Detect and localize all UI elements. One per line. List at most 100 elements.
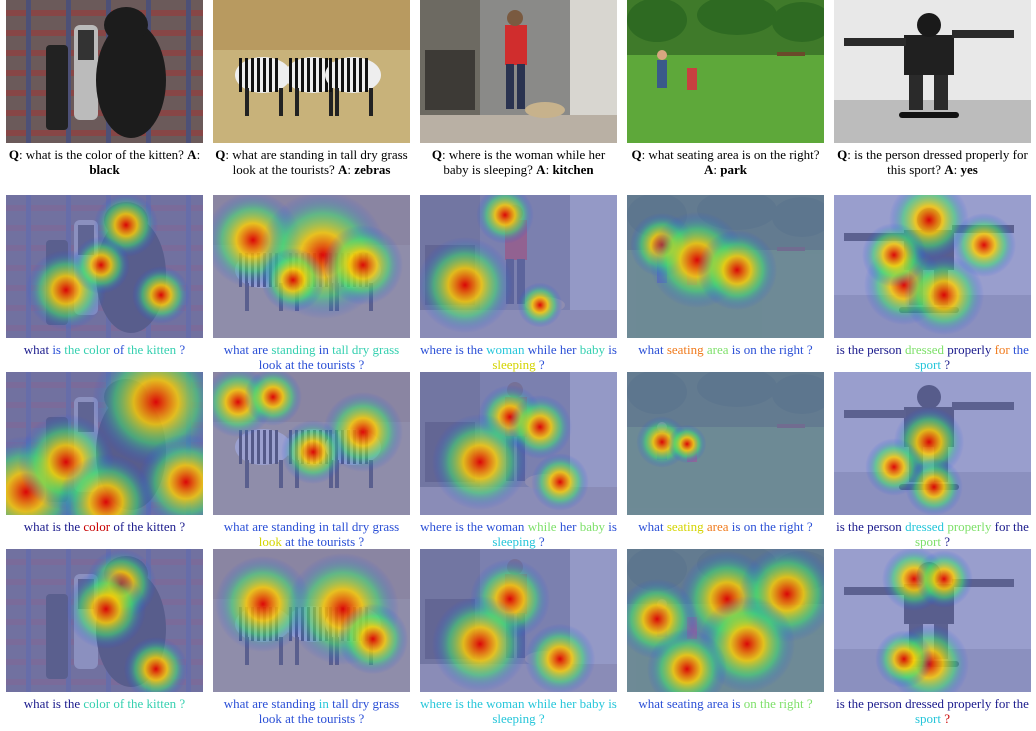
q-label: Q (215, 147, 226, 162)
caption-token: the kitten (127, 342, 177, 357)
answer-text: park (720, 162, 747, 177)
attention-map (213, 372, 410, 515)
caption-token: tall dry (332, 696, 370, 711)
original-image (834, 0, 1031, 143)
attention-blob (865, 438, 923, 496)
answer-sep: : (347, 162, 355, 177)
attention-caption: what seating area is on the right ? (627, 696, 824, 711)
caption-token: what (638, 519, 667, 534)
caption-token: of (110, 342, 128, 357)
woman-in-kitchen-image (420, 0, 617, 143)
question-caption: Q: where is the woman while her baby is … (420, 147, 617, 177)
original-image (627, 0, 824, 143)
question-caption: Q: what is the color of the kitten? A: b… (6, 147, 203, 177)
q-label: Q (631, 147, 642, 162)
attention-blob (215, 556, 311, 652)
attention-blob (915, 550, 973, 608)
a-label: A (944, 162, 954, 177)
answer-sep: : (953, 162, 961, 177)
attention-blob (862, 223, 926, 287)
original-image (213, 0, 410, 143)
caption-token: is (604, 519, 617, 534)
answer-sep: : (545, 162, 553, 177)
question-cell: Q: where is the woman while her baby is … (420, 0, 617, 177)
a-label: A (536, 162, 546, 177)
answer-sep: : (713, 162, 721, 177)
attention-blob (244, 372, 302, 426)
caption-token: ? (535, 357, 545, 372)
caption-token: ? (940, 534, 951, 549)
attention-blob (531, 453, 589, 511)
attention-caption: what is the color of the kitten ? (6, 519, 203, 534)
attention-cell: where is the woman while her baby is sle… (420, 372, 617, 549)
caption-token: dressed (905, 342, 945, 357)
a-label: A (187, 147, 197, 162)
attention-caption: is the person dressed properly for the s… (834, 519, 1031, 549)
caption-token: where is the (420, 342, 487, 357)
attention-map (6, 195, 203, 338)
attention-map (834, 372, 1031, 515)
attention-blob (952, 213, 1016, 277)
attention-blob (281, 420, 345, 484)
attention-blob (697, 230, 777, 310)
caption-token: seating (666, 519, 704, 534)
attention-cell: what are standing in tall dry grass look… (213, 549, 410, 726)
caption-token: where is the woman while her baby is sle… (420, 696, 617, 726)
question-cell: Q: is the person dressed properly for th… (834, 0, 1031, 177)
attention-blob (337, 603, 409, 675)
attention-cell: is the person dressed properly for the s… (834, 549, 1031, 726)
attention-blob (261, 248, 325, 312)
caption-token: sport (914, 357, 941, 372)
caption-token: what (23, 342, 50, 357)
question-text: : what are standing in tall dry grass lo… (225, 147, 408, 177)
attention-cell: where is the woman while her baby is sle… (420, 195, 617, 372)
attention-cell: what is the color of the kitten ? (6, 195, 203, 357)
kitten-with-remote-controls-image (6, 0, 203, 143)
attention-caption: what is the color of the kitten ? (6, 696, 203, 711)
attention-blob (72, 236, 130, 294)
caption-token: tall dry (332, 342, 370, 357)
caption-token: the (1009, 342, 1029, 357)
attention-caption: what are standing in tall dry grass look… (213, 342, 410, 372)
question-caption: Q: is the person dressed properly for th… (834, 147, 1031, 177)
attention-cell: is the person dressed properly for the s… (834, 195, 1031, 372)
caption-token: properly (944, 342, 995, 357)
caption-token: grass look at the tourists ? (258, 696, 400, 726)
caption-token: sleeping (492, 357, 536, 372)
attention-blob (508, 395, 572, 459)
attention-map (420, 195, 617, 338)
attention-caption: is the person dressed properly for the s… (834, 342, 1031, 372)
caption-token: look at the tourists ? (258, 357, 365, 372)
caption-token: what seating area is (638, 696, 744, 711)
caption-token: sport (914, 711, 941, 726)
caption-token: sport (914, 534, 941, 549)
attention-map (6, 372, 203, 515)
attention-blob (420, 237, 513, 333)
attention-blob (904, 255, 984, 335)
caption-token: standing (271, 342, 316, 357)
answer-text: zebras (354, 162, 391, 177)
caption-token: what (638, 342, 667, 357)
caption-token: at the tourists ? (281, 534, 365, 549)
attention-blob (476, 195, 534, 244)
caption-token: her (556, 519, 580, 534)
attention-caption: what seating area is on the right ? (627, 342, 824, 357)
question-caption: Q: what seating area is on the right? A:… (627, 147, 824, 177)
original-image (6, 0, 203, 143)
caption-token: while (527, 519, 557, 534)
park-with-frisbee-image (627, 0, 824, 143)
caption-token: is (604, 342, 617, 357)
caption-token: area (706, 519, 729, 534)
attention-blob (667, 424, 707, 464)
attention-map (213, 549, 410, 692)
caption-token: is (49, 342, 65, 357)
attention-map (6, 549, 203, 692)
caption-token: while her (524, 342, 580, 357)
question-text: : what seating area is on the right? (641, 147, 820, 162)
caption-token: seating (666, 342, 704, 357)
zebras-in-grass-image (213, 0, 410, 143)
caption-token: dressed (905, 519, 945, 534)
caption-token: standing (271, 696, 316, 711)
caption-token: what is the (23, 519, 84, 534)
caption-token: baby (579, 342, 605, 357)
